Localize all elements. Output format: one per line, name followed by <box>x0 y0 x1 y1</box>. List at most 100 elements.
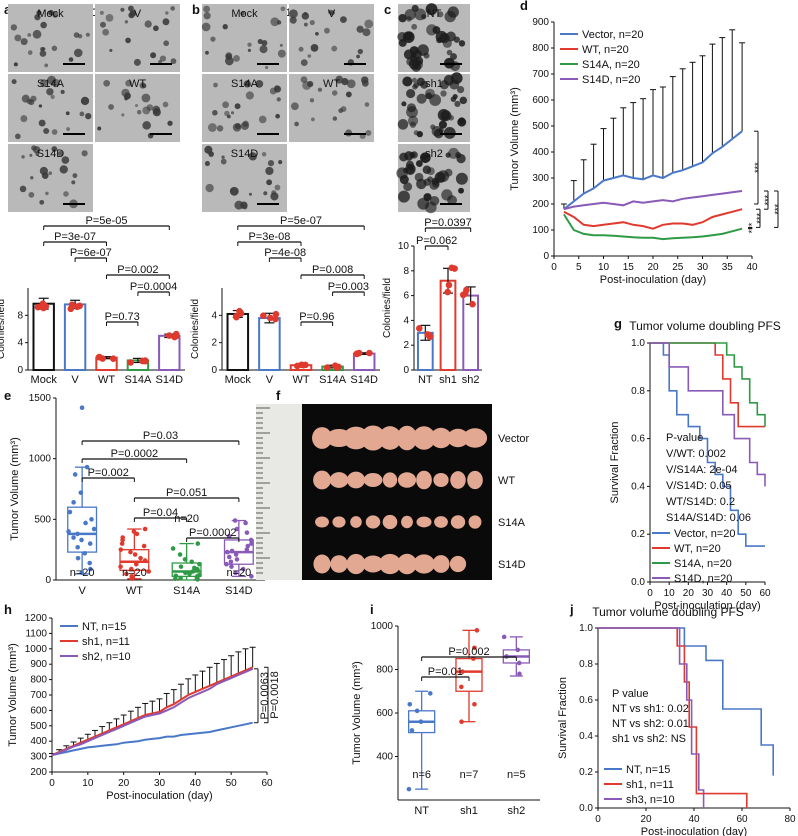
micrograph-bg <box>8 74 93 142</box>
x-tick-label: sh1 <box>439 374 457 386</box>
colony-dot <box>279 43 283 47</box>
colony-dot <box>29 153 33 157</box>
y-tick-label: 1000 <box>29 454 52 465</box>
sig-label: *** <box>747 222 757 233</box>
colony-dot <box>440 90 447 97</box>
colony-dot <box>414 8 427 21</box>
colony-dot <box>38 119 46 127</box>
data-point <box>233 570 238 576</box>
x-tick-label: WT <box>126 585 143 597</box>
data-point <box>39 300 47 307</box>
colony-dot <box>411 23 418 30</box>
pvalue-line: WT/S14D: 0.2 <box>666 496 735 508</box>
data-point <box>459 684 464 690</box>
x-tick-label: WT <box>98 374 115 386</box>
micrograph-label: Mock <box>231 8 258 20</box>
data-point <box>75 531 80 537</box>
line-chart-h: 200 300 400 500 600 700 800 900 1000 1100 1200 0 10 2… <box>7 613 281 802</box>
tile-b-s14d: S14D <box>202 144 287 212</box>
colony-dot <box>40 21 47 29</box>
colony-dot <box>408 164 415 171</box>
colony-dot <box>213 82 218 88</box>
data-point <box>124 571 129 577</box>
data-point <box>415 325 423 332</box>
y-tick-label: 800 <box>532 43 549 54</box>
colony-dot <box>36 10 42 16</box>
km-chart-j: 0.0 0.2 0.4 0.6 0.8 1.0 0 20 40 60 80 Post-inoculat… <box>557 623 796 836</box>
colony-dot <box>356 54 360 59</box>
data-point <box>182 557 188 562</box>
data-point <box>260 312 267 319</box>
tumor <box>450 515 466 529</box>
tumor <box>363 473 383 487</box>
y-tick-label: 8 <box>403 266 409 277</box>
data-point <box>474 628 480 633</box>
micrograph-label: S14A <box>231 78 259 90</box>
data-point <box>88 566 93 572</box>
colony-dot <box>271 190 277 196</box>
p-value-label: P=0.01 <box>428 666 463 678</box>
micrograph-label: Mock <box>37 8 64 20</box>
tumor <box>413 554 435 574</box>
colony-dot <box>280 6 286 12</box>
colony-dot <box>136 109 142 115</box>
bar <box>63 303 87 371</box>
y-tick-label: 0.4 <box>579 731 593 742</box>
y-tick-label: 300 <box>30 752 47 763</box>
tumor <box>433 472 449 488</box>
x-tick-label: 80 <box>784 814 796 825</box>
bar <box>226 312 250 372</box>
tile-c-sh1: sh1 <box>397 72 470 142</box>
colony-dot <box>165 11 169 15</box>
p-value-label: P=0.0002 <box>189 527 236 539</box>
colony-dot <box>222 24 228 30</box>
data-point <box>323 364 331 371</box>
x-tick-label: 10 <box>664 588 676 599</box>
colony-dot <box>309 98 315 103</box>
colony-dot <box>426 167 435 176</box>
colony-dot <box>301 12 310 20</box>
data-point <box>96 353 103 361</box>
colony-dot <box>30 95 37 102</box>
colony-dot <box>233 55 240 62</box>
colony-dot <box>120 7 125 12</box>
p-value-label: P=0.008 <box>312 264 353 276</box>
colony-dot <box>103 79 111 87</box>
bar <box>258 317 281 372</box>
y-tick-label: 0 <box>403 365 409 376</box>
p-value-label: P=5e-05 <box>86 215 128 227</box>
series-line <box>563 190 743 211</box>
data-point <box>178 575 183 581</box>
y-tick-label: 2 <box>211 338 217 349</box>
micrograph-label: NT <box>427 8 442 20</box>
colony-dot <box>362 28 371 37</box>
micrograph-label: V <box>134 8 142 20</box>
colony-dot <box>125 37 131 44</box>
p-value-label: P=6e-07 <box>70 247 112 259</box>
colony-dot <box>437 11 444 18</box>
colony-dot <box>401 101 407 107</box>
colony-dot <box>59 165 68 174</box>
colony-dot <box>424 88 435 99</box>
colony-dot <box>458 117 465 124</box>
legend-entry: Vector, n=20 <box>582 29 643 41</box>
colony-dot <box>109 48 113 52</box>
pvalue-line: P-value <box>666 432 703 444</box>
tumor <box>313 554 331 574</box>
p-value-label: P=3e-08 <box>248 231 290 243</box>
colony-dot <box>34 14 41 21</box>
micrograph-label: S14D <box>37 148 65 160</box>
colony-dot <box>135 104 139 108</box>
colony-dot <box>356 25 364 33</box>
pvalue-line: sh1 vs sh2: NS <box>612 733 686 745</box>
data-point <box>302 361 309 369</box>
x-axis-label: Post-inoculation (day) <box>654 600 760 612</box>
colony-dot <box>450 72 463 85</box>
data-point <box>266 314 274 322</box>
colony-dot <box>277 49 286 58</box>
panel-g-title: Tumor volume doubling PFS <box>629 319 781 333</box>
data-point <box>472 645 477 651</box>
y-tick-label: 0.6 <box>579 695 593 706</box>
tumor <box>313 470 331 490</box>
data-point <box>406 786 412 792</box>
